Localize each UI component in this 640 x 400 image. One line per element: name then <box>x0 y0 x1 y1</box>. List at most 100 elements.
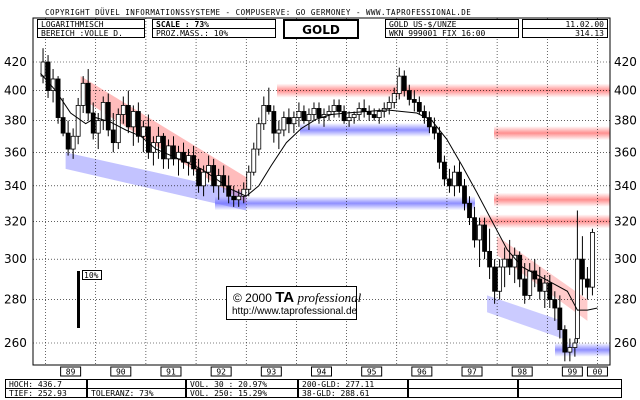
candle-body <box>256 123 262 150</box>
y-tick-label-left: 400 <box>4 84 27 98</box>
candle-body <box>80 82 86 106</box>
x-tick-label: 98 <box>517 368 527 377</box>
candle-body <box>110 129 116 144</box>
x-tick-box <box>110 366 132 377</box>
candle-body <box>95 120 101 134</box>
candle-body <box>341 111 347 122</box>
candle-body <box>45 61 51 91</box>
pct-scale-bar <box>77 271 80 328</box>
proz-mass-box: PROZ.MASS.: 10% <box>152 28 276 38</box>
candle-body <box>532 270 538 280</box>
candle-body <box>196 168 201 187</box>
plot-frame <box>32 17 611 366</box>
footer-empty-5 <box>518 388 622 398</box>
candle-body <box>291 117 297 125</box>
candle-body <box>75 105 81 137</box>
candle-body <box>542 282 548 292</box>
y-tick-label-left: 380 <box>4 114 27 128</box>
candle-body <box>105 102 111 131</box>
y-tick-label-left: 260 <box>4 336 27 350</box>
candle-body <box>447 178 452 187</box>
candle-body <box>537 278 543 292</box>
last-price-box: 314.13 <box>522 28 608 38</box>
candle-body <box>552 299 558 309</box>
resistance-zone <box>480 214 610 229</box>
candle-body <box>396 75 402 94</box>
watermark-brand2: professional <box>297 290 362 305</box>
x-tick-box <box>210 366 232 377</box>
y-tick-label-right: 280 <box>614 293 637 307</box>
support-zone <box>555 342 610 357</box>
candle-body <box>431 126 437 134</box>
footer-empty-3 <box>408 388 518 398</box>
candle-body <box>457 171 462 187</box>
low-box: TIEF: 252.93 <box>5 388 87 398</box>
candle-body <box>406 90 412 100</box>
candle-body <box>306 114 312 122</box>
x-tick-box <box>586 366 608 377</box>
candle-body <box>547 282 553 300</box>
candle-body <box>236 195 242 201</box>
gld38-box: 38-GLD: 288.61 <box>298 388 408 398</box>
copyright-line: COPYRIGHT DÜVEL INFORMATIONSSYSTEME - CO… <box>45 8 472 17</box>
candle-body <box>562 329 568 353</box>
tolerance-box: TOLERANZ: 73% <box>87 388 186 398</box>
y-tick-label-left: 340 <box>4 179 27 193</box>
candle-body <box>507 258 513 268</box>
y-tick-label-right: 360 <box>614 145 637 159</box>
x-tick-label: 93 <box>267 368 277 377</box>
range-box: BEREICH :VOLLE D. <box>37 28 145 38</box>
y-tick-label-left: 280 <box>4 293 27 307</box>
x-tick-box <box>160 366 182 377</box>
candle-body <box>336 105 342 112</box>
candle-body <box>492 266 498 292</box>
vol250-box: VOL. 250: 15.29% <box>186 388 298 398</box>
candle-body <box>442 161 447 180</box>
candle-body <box>411 99 417 103</box>
x-tick-label: 97 <box>467 368 477 377</box>
y-tick-label-left: 300 <box>4 252 27 266</box>
pct-scale-label: 10% <box>82 270 102 280</box>
x-tick-label: 89 <box>66 368 76 377</box>
candle-body <box>316 108 322 118</box>
candle-body <box>206 165 212 173</box>
candle-body <box>246 171 252 190</box>
instrument-title: GOLD <box>283 19 359 39</box>
candle-body <box>231 195 237 201</box>
candle-body <box>156 135 161 144</box>
candle-body <box>590 232 595 288</box>
candle-body <box>401 75 407 91</box>
x-tick-label: 94 <box>317 368 327 377</box>
candle-body <box>281 117 287 131</box>
candle-body <box>522 278 528 296</box>
candle-body <box>211 165 217 187</box>
candle-body <box>574 258 580 339</box>
candle-body <box>60 117 66 134</box>
candle-body <box>416 102 422 112</box>
resistance-zone <box>494 192 610 207</box>
candle-body <box>301 111 307 122</box>
y-tick-label-right: 420 <box>614 55 637 69</box>
y-tick-label-right: 400 <box>614 84 637 98</box>
candle-body <box>502 258 508 268</box>
y-tick-label-left: 320 <box>4 214 27 228</box>
candle-body <box>241 188 247 197</box>
support-trend-zone <box>487 295 563 339</box>
candle-body <box>226 185 232 197</box>
candle-body <box>201 171 206 187</box>
candle-body <box>421 111 427 118</box>
x-tick-label: 92 <box>216 368 226 377</box>
candle-body <box>135 111 141 137</box>
candle-body <box>497 266 503 292</box>
candle-body <box>115 114 121 144</box>
candle-body <box>351 114 357 118</box>
candle-body <box>171 145 176 160</box>
candle-body <box>326 111 332 115</box>
candle-body <box>286 117 292 125</box>
candle-body <box>487 250 492 268</box>
candle-body <box>585 278 590 288</box>
candle-body <box>221 175 227 187</box>
x-tick-box <box>260 366 282 377</box>
